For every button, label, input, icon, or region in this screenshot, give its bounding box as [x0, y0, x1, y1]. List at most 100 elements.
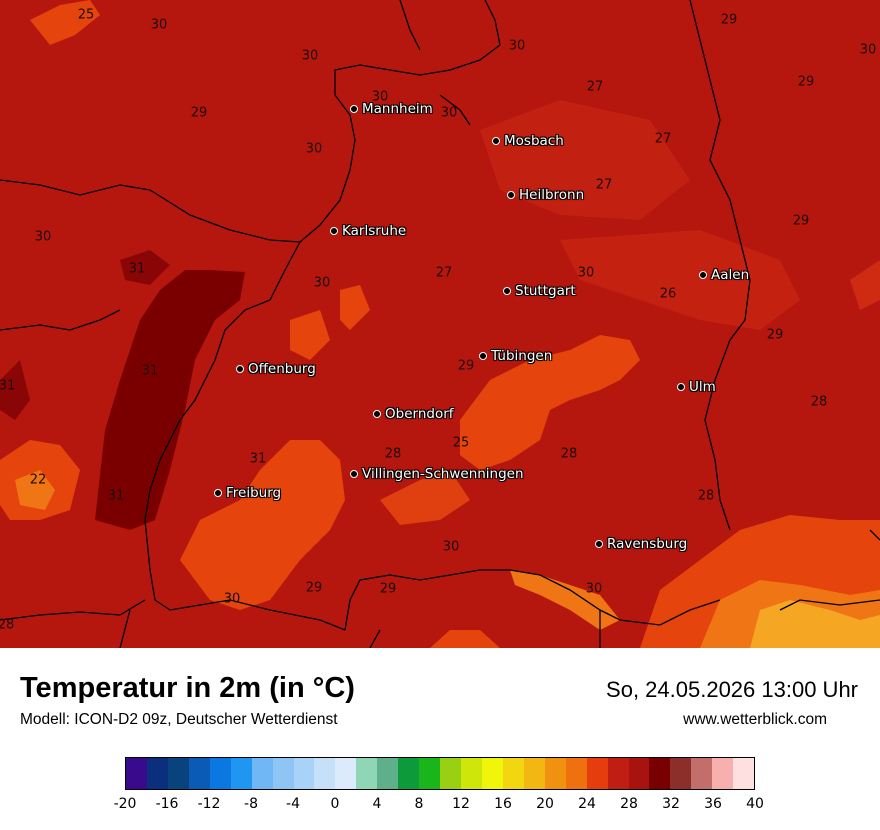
city-marker-freiburg[interactable]: Freiburg	[214, 485, 282, 501]
legend-tick-label: 24	[578, 796, 596, 812]
city-label: Ulm	[689, 379, 716, 395]
city-marker-karlsruhe[interactable]: Karlsruhe	[330, 223, 407, 239]
temperature-value: 27	[586, 79, 604, 95]
legend-swatch	[146, 758, 168, 789]
legend-swatch	[607, 758, 629, 789]
legend-swatch	[188, 758, 210, 789]
city-marker-oberndorf[interactable]: Oberndorf	[373, 406, 454, 422]
temperature-value: 29	[190, 105, 208, 121]
city-marker-aalen[interactable]: Aalen	[699, 267, 749, 283]
legend-swatch	[691, 758, 713, 789]
temperature-value: 27	[595, 177, 613, 193]
temperature-value: 30	[223, 591, 241, 607]
temperature-value: 27	[435, 265, 453, 281]
city-dot	[350, 105, 358, 113]
legend-tick-label: 16	[494, 796, 512, 812]
legend-swatch	[649, 758, 671, 789]
city-marker-villingen-schwenningen[interactable]: Villingen-Schwenningen	[350, 466, 524, 482]
city-marker-ulm[interactable]: Ulm	[677, 379, 716, 395]
cool-zone-center	[380, 470, 470, 525]
temperature-value: 29	[720, 12, 738, 28]
city-label: Offenburg	[248, 361, 316, 377]
city-marker-mosbach[interactable]: Mosbach	[492, 133, 564, 149]
temperature-value: 27	[654, 131, 672, 147]
temperature-value: 28	[384, 446, 402, 462]
temperature-value: 31	[128, 261, 146, 277]
city-label: Mosbach	[504, 133, 564, 149]
legend-tick-label: 28	[620, 796, 638, 812]
temperature-value: 26	[659, 286, 677, 302]
temperature-value: 25	[452, 435, 470, 451]
legend-swatch	[377, 758, 399, 789]
city-marker-stuttgart[interactable]: Stuttgart	[503, 283, 576, 299]
city-dot	[677, 383, 685, 391]
temperature-value: 30	[313, 275, 331, 291]
temperature-value: 28	[697, 488, 715, 504]
legend-tick-label: -16	[155, 796, 179, 812]
temperature-value: 30	[577, 265, 595, 281]
legend-swatch	[314, 758, 336, 789]
mid-zone-east	[560, 230, 800, 330]
mid-zone-north	[480, 100, 690, 220]
city-label: Stuttgart	[515, 283, 576, 299]
legend-swatch	[293, 758, 315, 789]
legend-tick-label: 32	[662, 796, 680, 812]
legend-swatch	[565, 758, 587, 789]
city-marker-ravensburg[interactable]: Ravensburg	[595, 536, 687, 552]
city-marker-tuebingen[interactable]: Tübingen	[479, 348, 552, 364]
temperature-value: 30	[34, 229, 52, 245]
legend-swatch	[251, 758, 273, 789]
legend-tick-label: 12	[452, 796, 470, 812]
legend-swatch	[461, 758, 482, 789]
website-link[interactable]: www.wetterblick.com	[683, 711, 827, 728]
cool-zone-west-light	[15, 470, 55, 510]
legend-swatch	[398, 758, 420, 789]
city-label: Karlsruhe	[342, 223, 407, 239]
city-marker-heilbronn[interactable]: Heilbronn	[507, 187, 585, 203]
model-info: Modell: ICON-D2 09z, Deutscher Wetterdie…	[20, 711, 338, 728]
city-dot	[330, 227, 338, 235]
temperature-value: 28	[0, 617, 15, 633]
legend-swatch	[733, 758, 755, 789]
cool-zone-lake	[510, 570, 620, 630]
hot-zone-rhine	[95, 270, 245, 530]
legend-tick-label: 0	[330, 796, 340, 812]
temperature-value: 30	[585, 581, 603, 597]
legend-swatch	[670, 758, 692, 789]
legend-swatch	[230, 758, 252, 789]
temperature-value: 30	[508, 38, 526, 54]
city-dot	[350, 470, 358, 478]
temperature-value: 31	[107, 488, 125, 504]
city-label: Villingen-Schwenningen	[362, 466, 524, 482]
legend-swatch	[628, 758, 650, 789]
cool-zone-east	[850, 260, 880, 310]
city-marker-offenburg[interactable]: Offenburg	[236, 361, 316, 377]
cool-zone-north	[290, 310, 330, 360]
temperature-value: 30	[150, 17, 168, 33]
legend-swatch	[167, 758, 189, 789]
cool-zone-south	[430, 630, 500, 648]
city-dot	[595, 540, 603, 548]
temperature-value: 31	[0, 378, 16, 394]
legend-swatch	[126, 758, 147, 789]
temperature-value: 29	[766, 327, 784, 343]
legend-tick-label: -8	[244, 796, 258, 812]
temperature-value: 29	[305, 580, 323, 596]
city-label: Oberndorf	[385, 406, 454, 422]
legend-swatch	[335, 758, 357, 789]
legend-tick-label: 4	[372, 796, 382, 812]
city-label: Heilbronn	[519, 187, 585, 203]
city-label: Freiburg	[226, 485, 282, 501]
city-dot	[214, 489, 222, 497]
color-scale-legend	[125, 757, 755, 790]
legend-swatch	[440, 758, 461, 789]
cool-zone-alps	[750, 600, 880, 648]
temperature-value: 30	[305, 141, 323, 157]
cool-zone-blackforest	[180, 440, 345, 610]
legend-swatch	[356, 758, 378, 789]
city-marker-mannheim[interactable]: Mannheim	[350, 101, 433, 117]
legend-swatch	[502, 758, 524, 789]
hot-zone-west	[120, 250, 170, 285]
city-dot	[373, 410, 381, 418]
temperature-map[interactable]: 25 30 30 29 30 29 30 27 27 29 30 30 30 2…	[0, 0, 880, 648]
